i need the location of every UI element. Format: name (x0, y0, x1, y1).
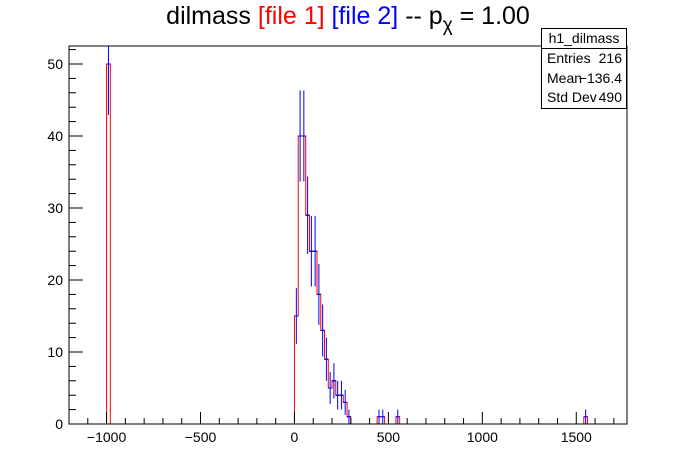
stats-value: −136.4 (578, 69, 622, 86)
x-tick-label: −1000 (87, 429, 127, 445)
file1-histogram (106, 63, 589, 424)
stats-value: 490 (598, 89, 622, 105)
title-suffix-post: = 1.00 (452, 2, 530, 30)
title-suffix-pre: -- p (405, 2, 443, 30)
title-subscript: χ (442, 15, 453, 36)
x-tick-label: 0 (291, 429, 299, 445)
title-file2: [file 2] (331, 2, 399, 30)
stats-row-stddev: Std Dev 490 (542, 88, 626, 108)
y-tick-label: 40 (47, 128, 63, 144)
y-tick-label: 50 (47, 56, 63, 72)
y-tick-label: 10 (47, 344, 63, 360)
y-tick-label: 0 (55, 416, 63, 432)
stats-row-entries: Entries 216 (542, 49, 626, 69)
x-tick-label: −500 (185, 429, 217, 445)
stats-label: Std Dev (547, 89, 597, 105)
stats-label: Entries (547, 50, 591, 66)
x-tick-label: 1000 (467, 429, 498, 445)
title-main: dilmass (166, 2, 251, 30)
y-tick-label: 30 (47, 200, 63, 216)
plot-frame (68, 45, 628, 425)
stats-box: h1_dilmass Entries 216 Mean −136.4 Std D… (541, 28, 627, 109)
stats-label: Mean (547, 69, 583, 86)
overlay-histogram (294, 135, 351, 418)
file2-error-bars (106, 46, 588, 424)
stats-row-mean: Mean −136.4 (542, 69, 626, 89)
x-tick-label: 1500 (561, 429, 592, 445)
x-tick-label: 500 (377, 429, 401, 445)
title-file1: [file 1] (257, 2, 325, 30)
stats-box-title: h1_dilmass (542, 29, 626, 49)
y-axis: 0 10 20 30 40 50 (47, 49, 83, 432)
chart-title: dilmass [file 1] [file 2] -- pχ = 1.00 (0, 2, 696, 37)
stats-value: 216 (598, 50, 622, 66)
y-tick-label: 20 (47, 272, 63, 288)
file1-outline (106, 63, 589, 424)
x-axis: −1000 −500 0 500 1000 1500 (68, 412, 615, 445)
